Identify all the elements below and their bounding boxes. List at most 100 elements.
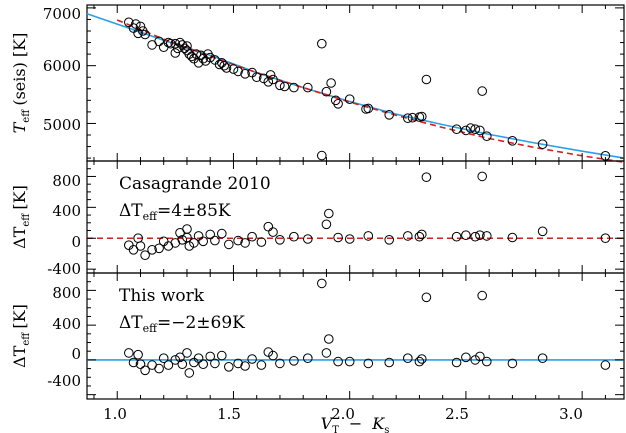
data-point bbox=[133, 349, 143, 360]
data-point bbox=[251, 72, 262, 82]
data-point bbox=[289, 231, 299, 242]
data-point bbox=[317, 150, 327, 161]
data-point bbox=[600, 233, 611, 243]
data-point bbox=[507, 136, 518, 146]
data-point bbox=[224, 362, 234, 372]
data-point bbox=[475, 230, 485, 240]
data-point bbox=[384, 110, 395, 120]
data-point bbox=[363, 231, 374, 241]
data-point bbox=[421, 292, 432, 303]
data-point bbox=[333, 99, 343, 109]
data-point bbox=[240, 238, 250, 248]
data-point bbox=[482, 131, 492, 141]
fit-line bbox=[116, 19, 625, 163]
data-point bbox=[205, 351, 215, 362]
data-point bbox=[256, 360, 267, 370]
data-point bbox=[177, 235, 188, 245]
data-point bbox=[177, 40, 188, 50]
data-point bbox=[317, 278, 327, 289]
data-point bbox=[163, 37, 174, 48]
x-tick-label: 2.5 bbox=[445, 405, 469, 423]
fit-line bbox=[86, 12, 625, 159]
middle-ticks bbox=[87, 160, 624, 273]
data-point bbox=[475, 351, 485, 362]
data-point bbox=[221, 63, 232, 73]
data-point bbox=[482, 356, 492, 367]
bottom-ticks bbox=[87, 272, 624, 399]
data-point bbox=[275, 80, 285, 91]
y-tick-label: 800 bbox=[52, 284, 81, 302]
data-point bbox=[217, 350, 227, 361]
middle-y-axis-label: ΔTeff[K] bbox=[10, 185, 32, 249]
data-point bbox=[326, 78, 336, 88]
data-point bbox=[384, 357, 395, 368]
middle-panel bbox=[86, 150, 625, 274]
y-tick-label: 400 bbox=[52, 202, 81, 220]
bottom-annotation-title: This work bbox=[119, 286, 205, 306]
x-tick-label: 3.0 bbox=[559, 405, 583, 423]
data-point bbox=[191, 49, 202, 59]
data-point bbox=[247, 354, 257, 364]
data-point bbox=[268, 227, 278, 237]
top-panel bbox=[86, 4, 625, 163]
data-point bbox=[165, 38, 176, 49]
data-point bbox=[507, 232, 518, 243]
data-point bbox=[233, 358, 243, 369]
data-point bbox=[403, 353, 413, 364]
data-point bbox=[461, 125, 471, 136]
data-point bbox=[600, 360, 611, 370]
data-point bbox=[154, 36, 164, 47]
data-point bbox=[461, 230, 471, 240]
data-point bbox=[133, 28, 143, 39]
data-point bbox=[482, 231, 492, 241]
data-point bbox=[124, 240, 134, 250]
top-ticks bbox=[87, 5, 624, 161]
bottom-annotation-stat: ΔTeff=−2±69K bbox=[119, 313, 245, 335]
data-point bbox=[344, 234, 355, 244]
data-point bbox=[363, 358, 374, 369]
data-point bbox=[333, 356, 343, 367]
middle-annotation-stat: ΔTeff=4±85K bbox=[119, 201, 231, 223]
data-point bbox=[205, 229, 215, 240]
data-point bbox=[537, 353, 548, 364]
data-point bbox=[170, 38, 181, 49]
data-point bbox=[184, 368, 195, 378]
data-point bbox=[414, 356, 425, 367]
data-point bbox=[179, 43, 190, 54]
data-point bbox=[465, 123, 476, 133]
data-point bbox=[403, 113, 413, 123]
bottom-y-tick-labels: -400 0 400 800 bbox=[47, 284, 81, 390]
data-point bbox=[507, 358, 518, 369]
y-tick-label: -400 bbox=[47, 372, 81, 390]
data-point bbox=[451, 124, 462, 134]
data-point bbox=[275, 358, 285, 369]
x-tick-labels: 1.0 1.5 2.0 2.5 3.0 bbox=[103, 405, 583, 423]
data-point bbox=[193, 353, 204, 364]
y-tick-label: 6000 bbox=[43, 57, 81, 75]
data-point bbox=[154, 363, 164, 374]
middle-y-tick-labels: -400 0 400 800 bbox=[47, 172, 81, 278]
data-point bbox=[268, 350, 278, 361]
top-data-points bbox=[124, 17, 611, 161]
data-point bbox=[477, 86, 488, 96]
data-point bbox=[170, 48, 181, 58]
top-y-tick-labels: 5000 6000 7000 bbox=[43, 5, 81, 134]
data-point bbox=[240, 69, 250, 79]
data-point bbox=[189, 238, 199, 248]
data-point bbox=[140, 29, 150, 40]
data-point bbox=[275, 235, 285, 245]
y-tick-label: 400 bbox=[52, 315, 81, 333]
data-point bbox=[175, 352, 185, 363]
bottom-y-axis-label: ΔTeff[K] bbox=[10, 304, 32, 368]
data-point bbox=[417, 111, 427, 122]
data-point bbox=[451, 231, 462, 242]
data-point bbox=[124, 348, 134, 358]
data-point bbox=[182, 348, 192, 358]
data-point bbox=[289, 356, 299, 366]
data-point bbox=[414, 231, 425, 242]
data-point bbox=[131, 19, 141, 29]
data-point bbox=[268, 74, 278, 85]
data-point bbox=[470, 231, 481, 242]
data-point bbox=[321, 86, 332, 97]
data-point bbox=[158, 353, 169, 364]
